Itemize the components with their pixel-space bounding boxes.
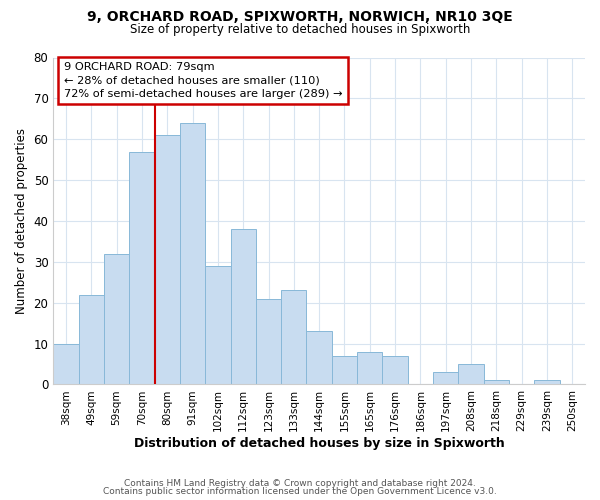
Bar bbox=[281, 290, 307, 384]
X-axis label: Distribution of detached houses by size in Spixworth: Distribution of detached houses by size … bbox=[134, 437, 505, 450]
Bar bbox=[129, 152, 155, 384]
Text: Size of property relative to detached houses in Spixworth: Size of property relative to detached ho… bbox=[130, 22, 470, 36]
Bar bbox=[180, 123, 205, 384]
Bar bbox=[357, 352, 382, 384]
Y-axis label: Number of detached properties: Number of detached properties bbox=[15, 128, 28, 314]
Bar bbox=[433, 372, 458, 384]
Bar bbox=[332, 356, 357, 384]
Bar bbox=[230, 229, 256, 384]
Text: Contains HM Land Registry data © Crown copyright and database right 2024.: Contains HM Land Registry data © Crown c… bbox=[124, 478, 476, 488]
Bar bbox=[256, 298, 281, 384]
Bar bbox=[535, 380, 560, 384]
Text: Contains public sector information licensed under the Open Government Licence v3: Contains public sector information licen… bbox=[103, 487, 497, 496]
Bar bbox=[484, 380, 509, 384]
Bar bbox=[205, 266, 230, 384]
Bar bbox=[458, 364, 484, 384]
Text: 9, ORCHARD ROAD, SPIXWORTH, NORWICH, NR10 3QE: 9, ORCHARD ROAD, SPIXWORTH, NORWICH, NR1… bbox=[87, 10, 513, 24]
Bar bbox=[382, 356, 408, 384]
Bar bbox=[104, 254, 129, 384]
Bar bbox=[53, 344, 79, 384]
Bar bbox=[307, 332, 332, 384]
Bar bbox=[155, 135, 180, 384]
Bar bbox=[79, 294, 104, 384]
Text: 9 ORCHARD ROAD: 79sqm
← 28% of detached houses are smaller (110)
72% of semi-det: 9 ORCHARD ROAD: 79sqm ← 28% of detached … bbox=[64, 62, 343, 99]
